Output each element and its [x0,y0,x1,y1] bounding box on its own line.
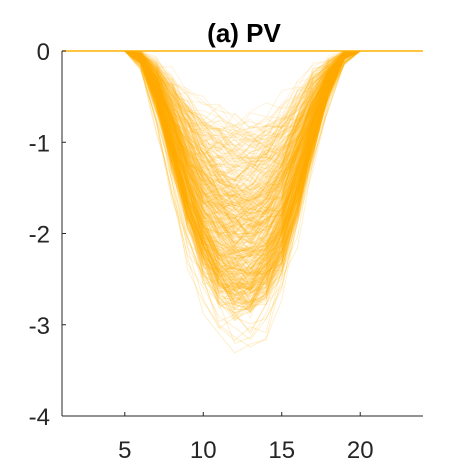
series-line [62,50,423,182]
series-line [62,50,423,136]
y-tick-label: -3 [29,313,50,340]
x-tick-label: 10 [190,437,217,464]
series-line [62,50,423,143]
series-line [62,50,423,166]
series-line [62,50,423,213]
series-line [62,50,423,143]
x-tick-label: 5 [118,437,131,464]
y-tick-label: -1 [29,130,50,157]
chart-title: (a) PV [207,18,281,48]
series-line [62,50,423,162]
series-line [62,50,423,176]
series-line [62,50,423,137]
x-tick-label: 15 [268,437,295,464]
series-line [62,50,423,167]
series-line [62,50,423,155]
series-line [62,50,423,129]
series-line [62,50,423,207]
series-line [62,50,423,181]
y-tick-label: -4 [29,404,50,431]
series-line [62,50,423,170]
y-tick-label: -2 [29,222,50,249]
series-line [62,50,423,147]
series-layer [62,50,423,354]
series-line [62,50,423,182]
series-line [62,50,423,181]
series-line [62,50,423,162]
x-tick-label: 20 [347,437,374,464]
series-line [62,50,423,182]
series-line [62,50,423,143]
series-line [62,50,423,128]
axes: 5 10 15 20 0 -1 -2 -3 -4 [29,39,423,464]
y-tick-label: 0 [37,39,50,66]
series-line [62,50,423,145]
series-line [62,50,423,167]
series-line [62,50,423,167]
series-line [62,50,423,176]
series-line [62,50,423,181]
series-line [62,50,423,282]
series-line [62,50,423,176]
